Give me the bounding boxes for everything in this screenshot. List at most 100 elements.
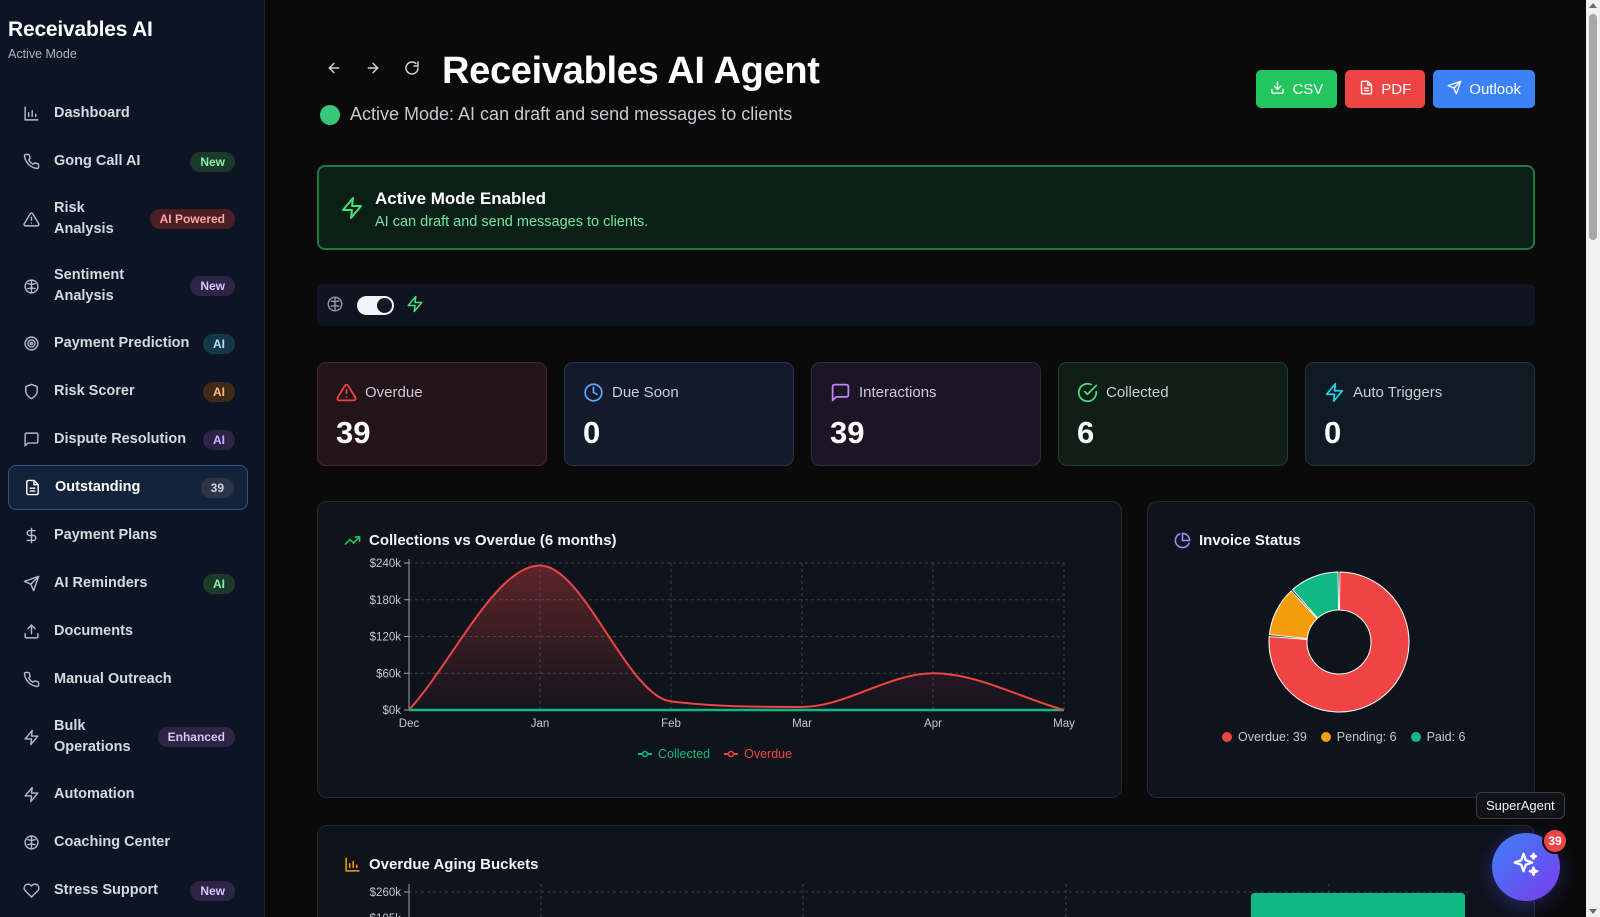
legend-label: Pending: 6	[1336, 730, 1397, 744]
banner-title: Active Mode Enabled	[375, 189, 546, 208]
toggle-knob	[377, 298, 392, 313]
x-tick-label: May	[1053, 718, 1075, 730]
stat-value: 0	[1324, 415, 1342, 450]
sidebar-item-label: Automation	[54, 786, 135, 802]
send-icon	[1447, 80, 1462, 99]
target-icon	[22, 335, 40, 353]
export-pdf-button[interactable]: PDF	[1345, 70, 1426, 108]
sidebar-item-label: Dashboard	[54, 105, 130, 121]
pie-slice-overdue	[1268, 571, 1410, 713]
ai-badge: AI	[203, 381, 235, 402]
phone-icon	[22, 153, 40, 171]
mode-status: Active Mode: AI can draft and send messa…	[320, 104, 792, 125]
zap-icon	[1324, 382, 1345, 408]
export-csv-button[interactable]: CSV	[1256, 70, 1338, 108]
sidebar-item-documents[interactable]: Documents	[8, 609, 248, 654]
sidebar-item-payment-plans[interactable]: Payment Plans	[8, 513, 248, 558]
sidebar-item-payment-prediction[interactable]: Payment Prediction AI	[8, 321, 248, 366]
stat-card-collected[interactable]: Collected 6	[1058, 362, 1288, 466]
new-badge: New	[190, 276, 235, 296]
sidebar-item-bulk-operations[interactable]: Bulk Operations Enhanced	[8, 705, 248, 769]
sidebar-item-manual-outreach[interactable]: Manual Outreach	[8, 657, 248, 702]
zap-icon	[406, 295, 424, 318]
sidebar-item-ai-reminders[interactable]: AI Reminders AI	[8, 561, 248, 606]
brand: Receivables AI Active Mode	[8, 18, 153, 61]
stat-card-auto-triggers[interactable]: Auto Triggers 0	[1305, 362, 1535, 466]
export-buttons: CSV PDF Outlook	[1256, 70, 1535, 108]
sidebar-item-dashboard[interactable]: Dashboard	[8, 91, 248, 136]
panel-title: Overdue Aging Buckets	[344, 856, 538, 873]
legend-overdue[interactable]: Overdue	[724, 747, 792, 761]
pie-slice-pending	[1268, 590, 1318, 640]
x-tick-label: Dec	[399, 718, 420, 730]
download-icon	[1270, 80, 1285, 99]
y-tick-label: $120k	[370, 632, 402, 644]
send-outlook-button[interactable]: Outlook	[1433, 70, 1535, 108]
warning-triangle-icon	[22, 210, 40, 228]
forward-arrow-icon[interactable]	[363, 58, 383, 78]
scroll-up-arrow[interactable]	[1589, 3, 1597, 8]
mode-status-text: Active Mode: AI can draft and send messa…	[350, 104, 793, 124]
warning-triangle-icon	[336, 382, 357, 408]
sidebar-item-outstanding[interactable]: Outstanding 39	[8, 465, 248, 510]
y-tick-label: $0k	[382, 705, 401, 717]
enhanced-badge: Enhanced	[157, 727, 235, 747]
legend-dot	[1410, 732, 1421, 742]
scroll-thumb[interactable]	[1589, 14, 1597, 240]
sidebar-item-label: Bulk Operations	[54, 718, 131, 755]
legend-overdue[interactable]: Overdue: 39	[1222, 730, 1307, 744]
sidebar-item-gong-call-ai[interactable]: Gong Call AI New	[8, 139, 248, 184]
legend-label: Paid: 6	[1426, 730, 1466, 744]
browser-nav	[324, 58, 422, 78]
scroll-down-arrow[interactable]	[1589, 909, 1597, 914]
legend-paid[interactable]: Paid: 6	[1410, 730, 1466, 744]
sparkles-icon	[1511, 850, 1541, 885]
upload-icon	[22, 623, 40, 641]
ai-badge: AI	[203, 573, 235, 594]
page-scrollbar[interactable]	[1586, 0, 1600, 917]
overdue-series-line	[408, 564, 1065, 711]
brain-icon	[326, 295, 344, 318]
mode-toggle-bar	[317, 284, 1535, 326]
legend-pending[interactable]: Pending: 6	[1320, 730, 1397, 744]
sidebar-item-dispute-resolution[interactable]: Dispute Resolution AI	[8, 417, 248, 462]
sidebar-item-label: Manual Outreach	[54, 671, 172, 687]
stat-label: Collected	[1106, 384, 1169, 401]
refresh-icon[interactable]	[402, 58, 422, 78]
line-chart-legend: Collected Overdue	[638, 747, 792, 761]
superagent-button[interactable]	[1492, 833, 1560, 901]
stat-card-due-soon[interactable]: Due Soon 0	[564, 362, 794, 466]
sidebar-item-stress-support[interactable]: Stress Support New	[8, 868, 248, 913]
stat-card-overdue[interactable]: Overdue 39	[317, 362, 547, 466]
stat-label: Interactions	[859, 384, 937, 401]
legend-dot	[1222, 732, 1232, 742]
zap-icon	[22, 728, 40, 746]
invoice-status-donut	[1268, 571, 1410, 713]
stat-card-interactions[interactable]: Interactions 39	[811, 362, 1041, 466]
stat-value: 39	[336, 415, 371, 450]
app-title: Receivables AI	[8, 18, 153, 41]
panel-title: Collections vs Overdue (6 months)	[344, 532, 617, 549]
y-tick-label: $195k	[370, 913, 402, 917]
trending-up-icon	[344, 532, 361, 549]
active-mode-toggle[interactable]	[357, 296, 394, 315]
sidebar-item-automation[interactable]: Automation	[8, 772, 248, 817]
file-text-icon	[23, 479, 41, 497]
shield-icon	[22, 383, 40, 401]
sidebar-nav: Dashboard Gong Call AI New Risk Analysis…	[8, 91, 248, 916]
sidebar-item-risk-scorer[interactable]: Risk Scorer AI	[8, 369, 248, 414]
phone-icon	[22, 671, 40, 689]
sidebar-item-label: Payment Plans	[54, 527, 158, 543]
sidebar-item-coaching-center[interactable]: Coaching Center	[8, 820, 248, 865]
back-arrow-icon[interactable]	[324, 58, 344, 78]
notification-count-badge: 39	[1542, 828, 1568, 854]
y-tick-label: $60k	[376, 668, 401, 680]
aging-bar-chart: $260k $195k	[370, 884, 1468, 917]
sidebar-item-risk-analysis[interactable]: Risk Analysis AI Powered	[8, 187, 248, 251]
legend-line-marker	[638, 750, 652, 758]
legend-collected[interactable]: Collected	[638, 747, 710, 761]
sidebar-item-label: Gong Call AI	[54, 153, 141, 169]
sidebar-item-label: Payment Prediction	[54, 335, 190, 351]
sidebar-item-sentiment-analysis[interactable]: Sentiment Analysis New	[8, 254, 248, 318]
heart-icon	[22, 882, 40, 900]
